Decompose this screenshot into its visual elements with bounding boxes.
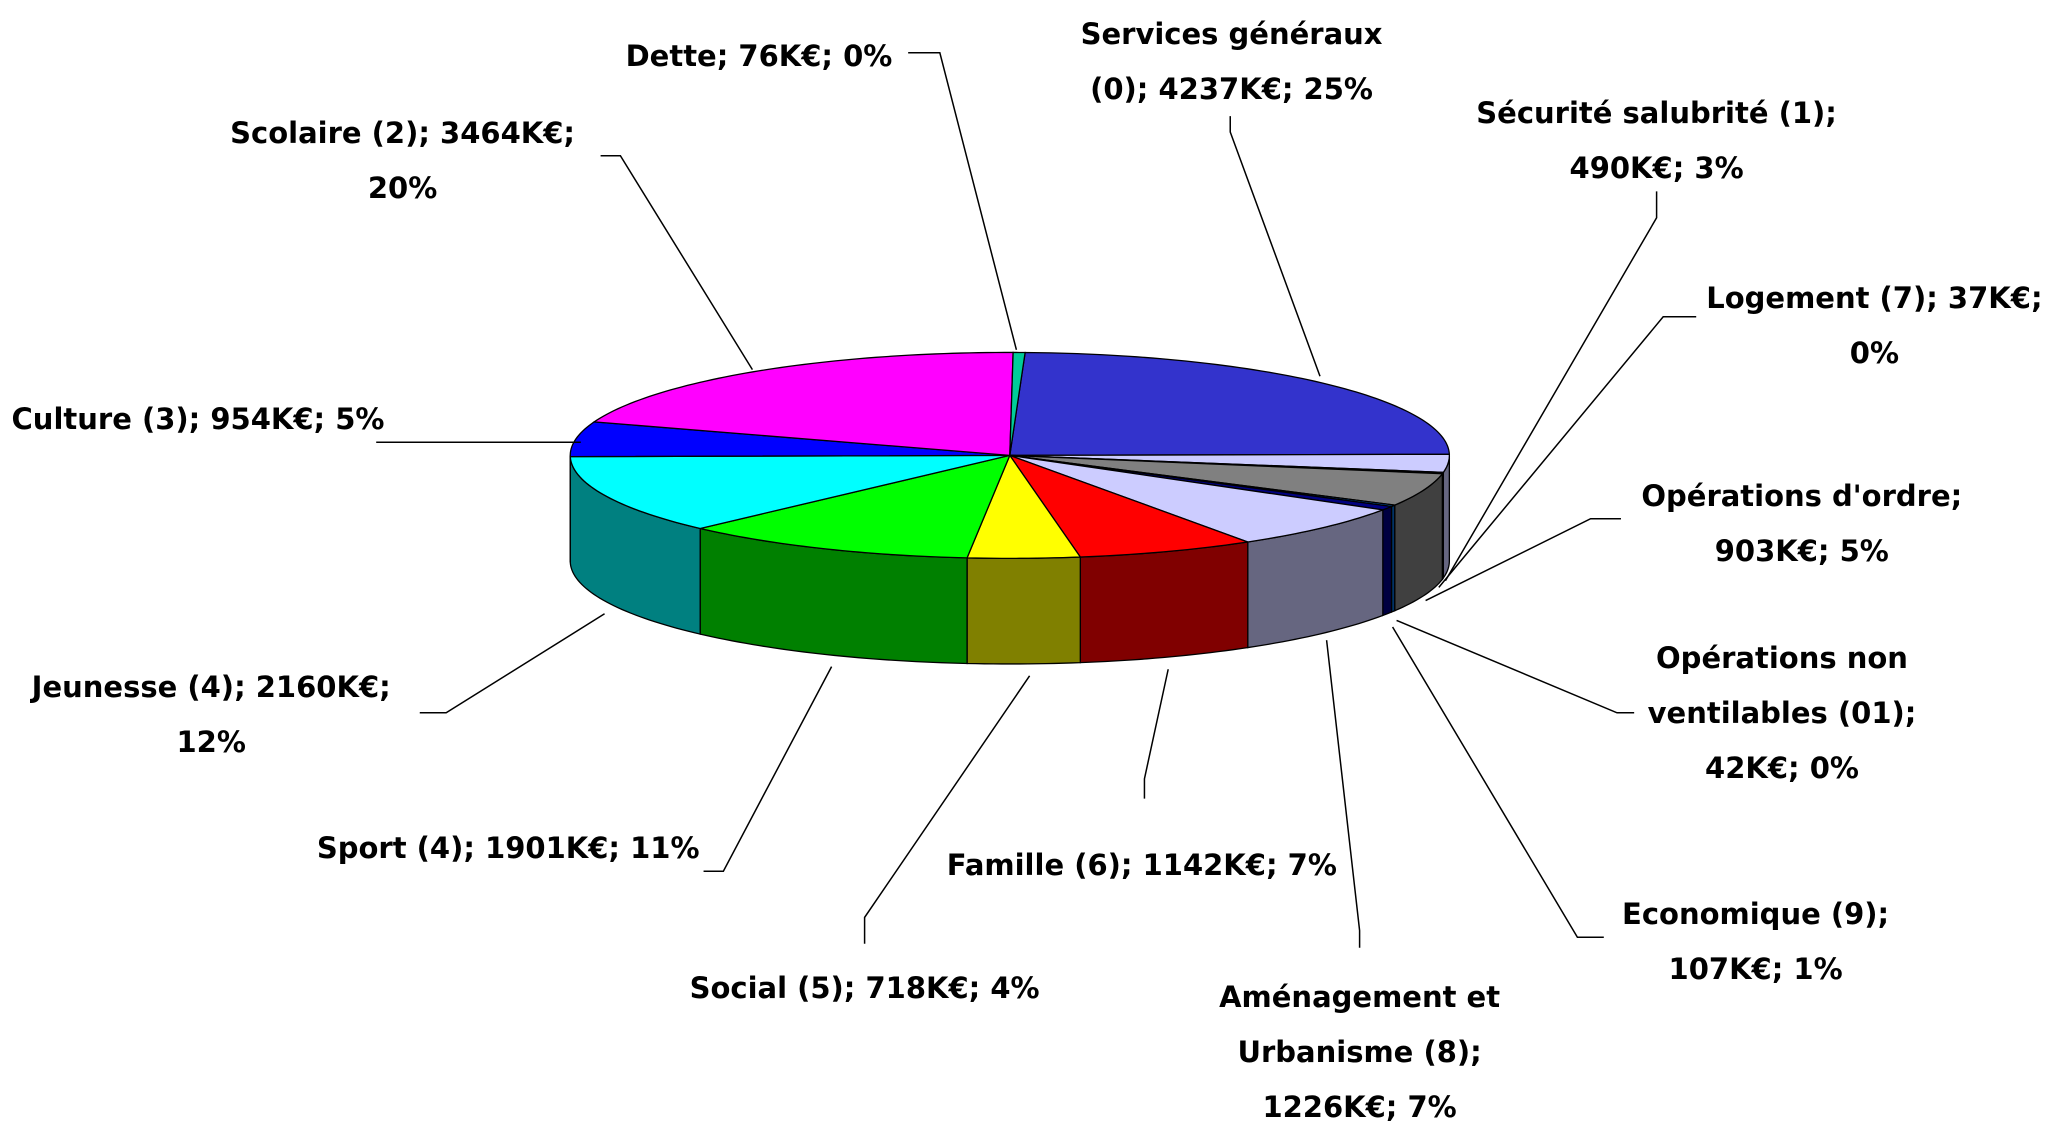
data-label: Scolaire (2); 3464K€; 20% <box>230 115 576 205</box>
leader-line <box>1229 116 1321 377</box>
leader-line <box>1396 619 1635 714</box>
data-label: Economique (9); 107K€; 1% <box>1622 897 1890 987</box>
leader-line <box>703 666 833 872</box>
data-label: Social (5); 718K€; 4% <box>689 970 1040 1005</box>
leader-line <box>1143 669 1169 799</box>
data-label: Opérations non ventilables (01); 42K€; 0… <box>1647 640 1917 785</box>
data-label: Aménagement et Urbanisme (8); 1226K€; 7% <box>1219 980 1501 1121</box>
data-label: Dette; 76K€; 0% <box>625 39 893 74</box>
slice <box>700 454 1011 559</box>
data-label: Sécurité salubrité (1); 490K€; 3% <box>1476 95 1837 185</box>
data-label: Logement (7); 37K€; 0% <box>1706 280 2043 370</box>
leader-line <box>1325 640 1361 948</box>
slice-side <box>1079 541 1249 664</box>
data-label: Jeunesse (4); 2160K€; 12% <box>31 670 391 759</box>
data-label: Culture (3); 954K€; 5% <box>11 402 385 437</box>
slice-side <box>1442 455 1451 581</box>
slice <box>592 351 1014 457</box>
leader-line <box>863 675 1031 944</box>
slice-side <box>966 556 1081 665</box>
slice <box>1009 454 1384 543</box>
data-label: Services généraux (0); 4237K€; 25% <box>1080 16 1383 106</box>
slice <box>1009 351 1451 457</box>
data-label: Famille (6); 1142K€; 7% <box>946 848 1337 883</box>
data-label: Opérations d'ordre; 903K€; 5% <box>1641 478 1963 568</box>
slice-side <box>1382 505 1393 617</box>
leader-line <box>908 52 1018 350</box>
leader-line <box>1391 626 1604 938</box>
data-label: Sport (4); 1901K€; 11% <box>316 831 700 866</box>
slice <box>1009 351 1026 456</box>
leader-line <box>1425 518 1621 602</box>
leader-line <box>419 613 605 714</box>
slice <box>569 421 1010 458</box>
leader-line <box>600 155 754 370</box>
slice <box>966 454 1082 560</box>
slice <box>1009 454 1444 506</box>
slice <box>569 454 1010 530</box>
leader-line <box>1438 316 1697 588</box>
slice <box>1008 454 1249 558</box>
leader-line <box>1444 191 1658 582</box>
